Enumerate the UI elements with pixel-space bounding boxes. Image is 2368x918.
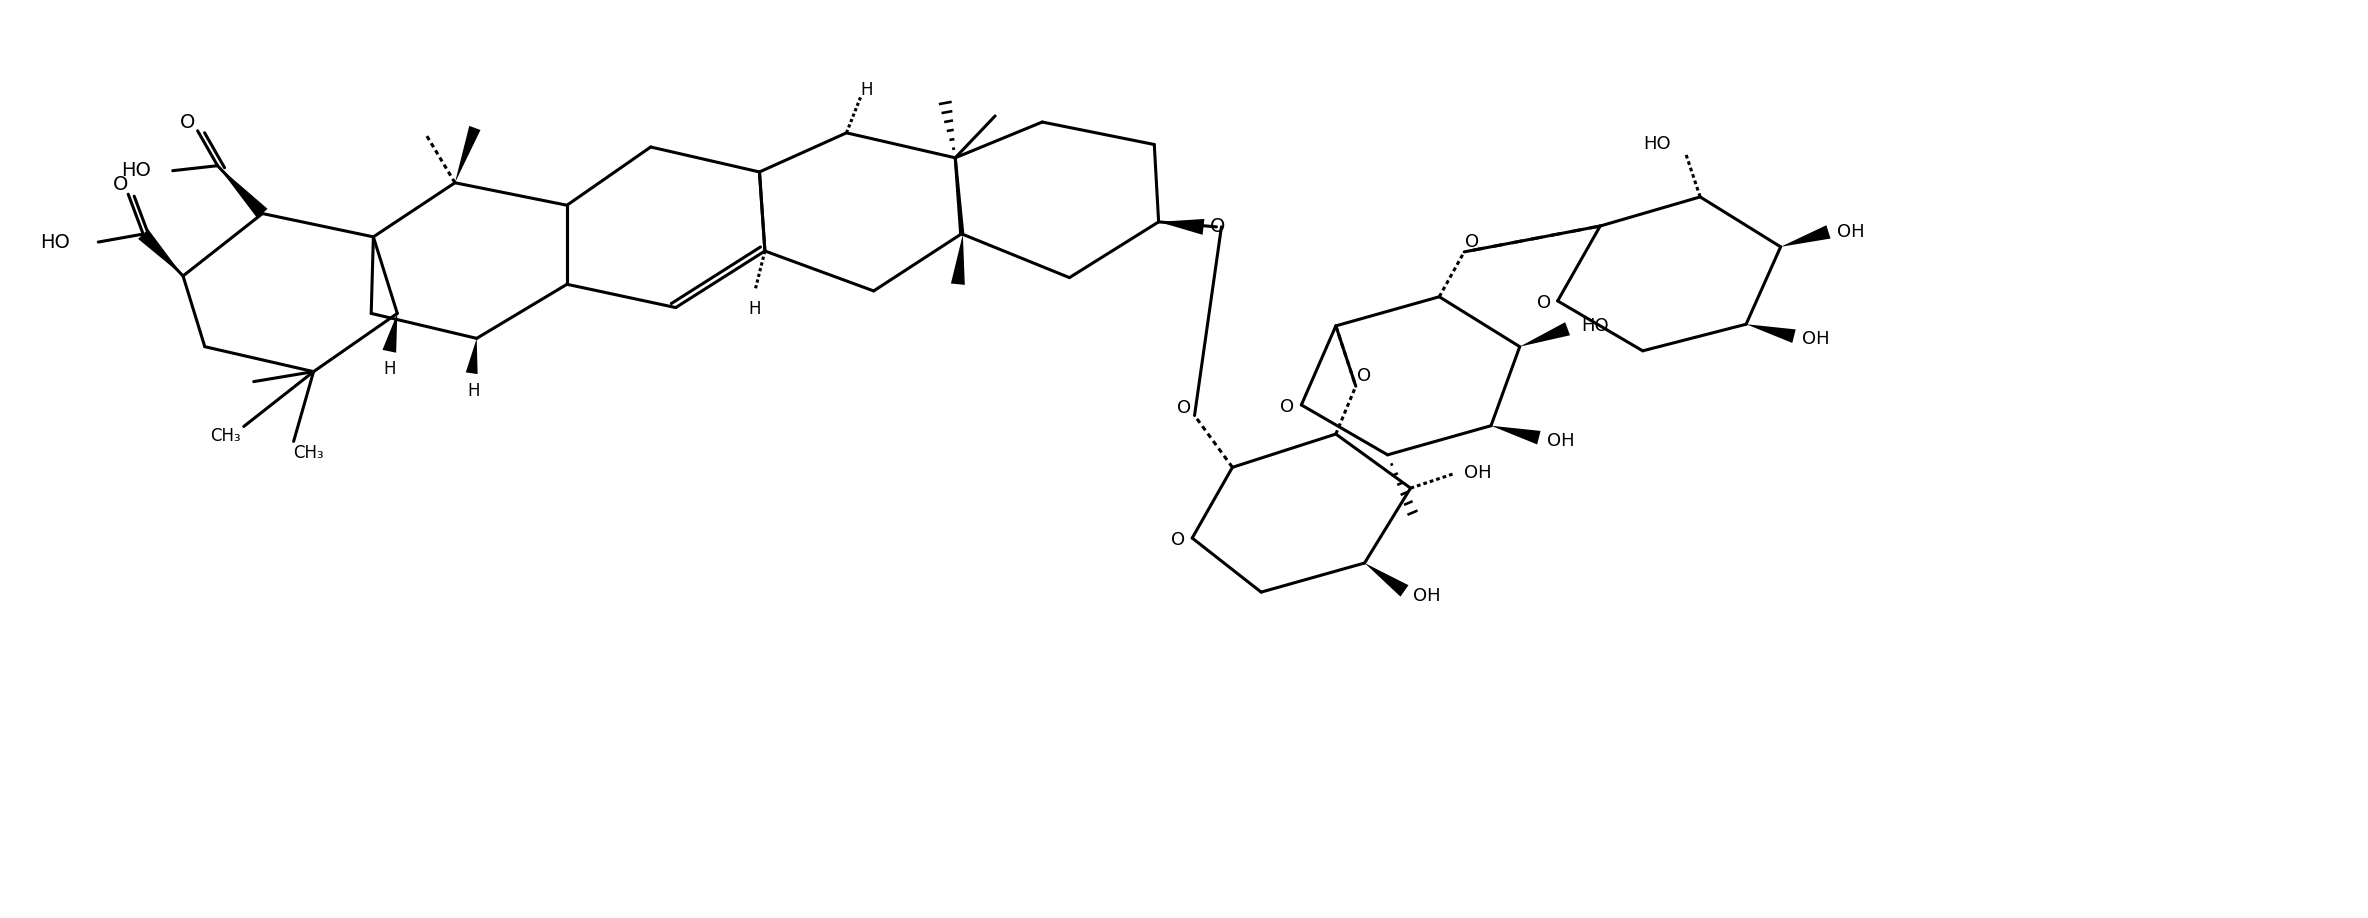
Polygon shape [455, 126, 481, 183]
Text: O: O [1281, 397, 1295, 416]
Text: HO: HO [1582, 317, 1610, 335]
Text: O: O [1537, 294, 1551, 312]
Polygon shape [952, 234, 964, 285]
Text: O: O [1210, 218, 1224, 236]
Text: O: O [1177, 398, 1191, 417]
Polygon shape [1492, 426, 1542, 444]
Text: OH: OH [1414, 587, 1440, 605]
Text: O: O [1466, 233, 1480, 251]
Text: O: O [1357, 367, 1371, 386]
Polygon shape [384, 313, 398, 353]
Polygon shape [1520, 322, 1570, 347]
Polygon shape [466, 339, 478, 375]
Text: H: H [748, 300, 760, 318]
Polygon shape [1781, 225, 1830, 247]
Text: OH: OH [1463, 465, 1492, 482]
Polygon shape [1364, 563, 1409, 597]
Text: HO: HO [121, 162, 152, 180]
Text: CH₃: CH₃ [211, 428, 242, 445]
Polygon shape [137, 230, 182, 276]
Polygon shape [218, 166, 268, 218]
Text: O: O [1172, 531, 1186, 549]
Text: CH₃: CH₃ [294, 444, 324, 463]
Text: H: H [384, 360, 395, 378]
Text: H: H [860, 81, 874, 99]
Text: OH: OH [1802, 330, 1830, 348]
Text: OH: OH [1546, 431, 1575, 450]
Text: HO: HO [1643, 135, 1672, 153]
Polygon shape [1158, 218, 1205, 235]
Text: HO: HO [40, 232, 71, 252]
Polygon shape [1745, 324, 1795, 343]
Text: O: O [180, 113, 194, 132]
Text: O: O [114, 174, 128, 194]
Text: OH: OH [1838, 223, 1864, 241]
Text: H: H [466, 382, 481, 400]
